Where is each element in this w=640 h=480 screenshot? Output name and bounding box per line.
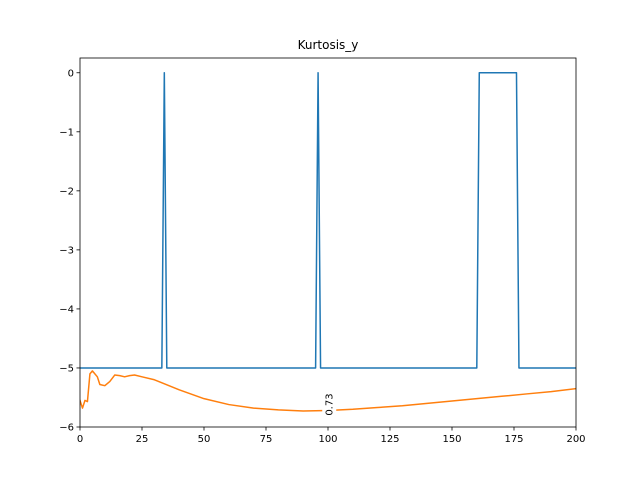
y-tick-label: −6 xyxy=(59,423,74,434)
y-tick-label: 0 xyxy=(68,68,74,79)
y-tick-label: −1 xyxy=(59,127,74,138)
x-tick-label: 0 xyxy=(77,434,83,445)
series-line-2 xyxy=(80,370,576,412)
annotation-box xyxy=(322,388,337,421)
x-tick-label: 100 xyxy=(318,434,337,445)
y-tick-label: −2 xyxy=(59,186,74,197)
y-tick-label: −5 xyxy=(59,363,74,374)
x-tick-label: 175 xyxy=(504,434,523,445)
y-tick-label: −4 xyxy=(59,304,74,315)
plot-area: 0.73 0 25 50 75 100 125 150 175 200 0 −1 −2 −3 −4 −5 −6 xyxy=(59,57,586,445)
series-line-1 xyxy=(80,72,576,369)
y-tick-label: −3 xyxy=(59,245,74,256)
x-tick-label: 25 xyxy=(136,434,149,445)
annotation-1: 0.73 xyxy=(322,388,337,421)
x-tick-label: 50 xyxy=(198,434,211,445)
series-group xyxy=(80,72,576,412)
x-tick-label: 200 xyxy=(566,434,585,445)
x-tick-label: 150 xyxy=(442,434,461,445)
x-tick-label: 75 xyxy=(260,434,273,445)
x-tick-label: 125 xyxy=(380,434,399,445)
annotation-text: 0.73 xyxy=(325,393,336,415)
chart-title: Kurtosis_y xyxy=(298,38,359,52)
